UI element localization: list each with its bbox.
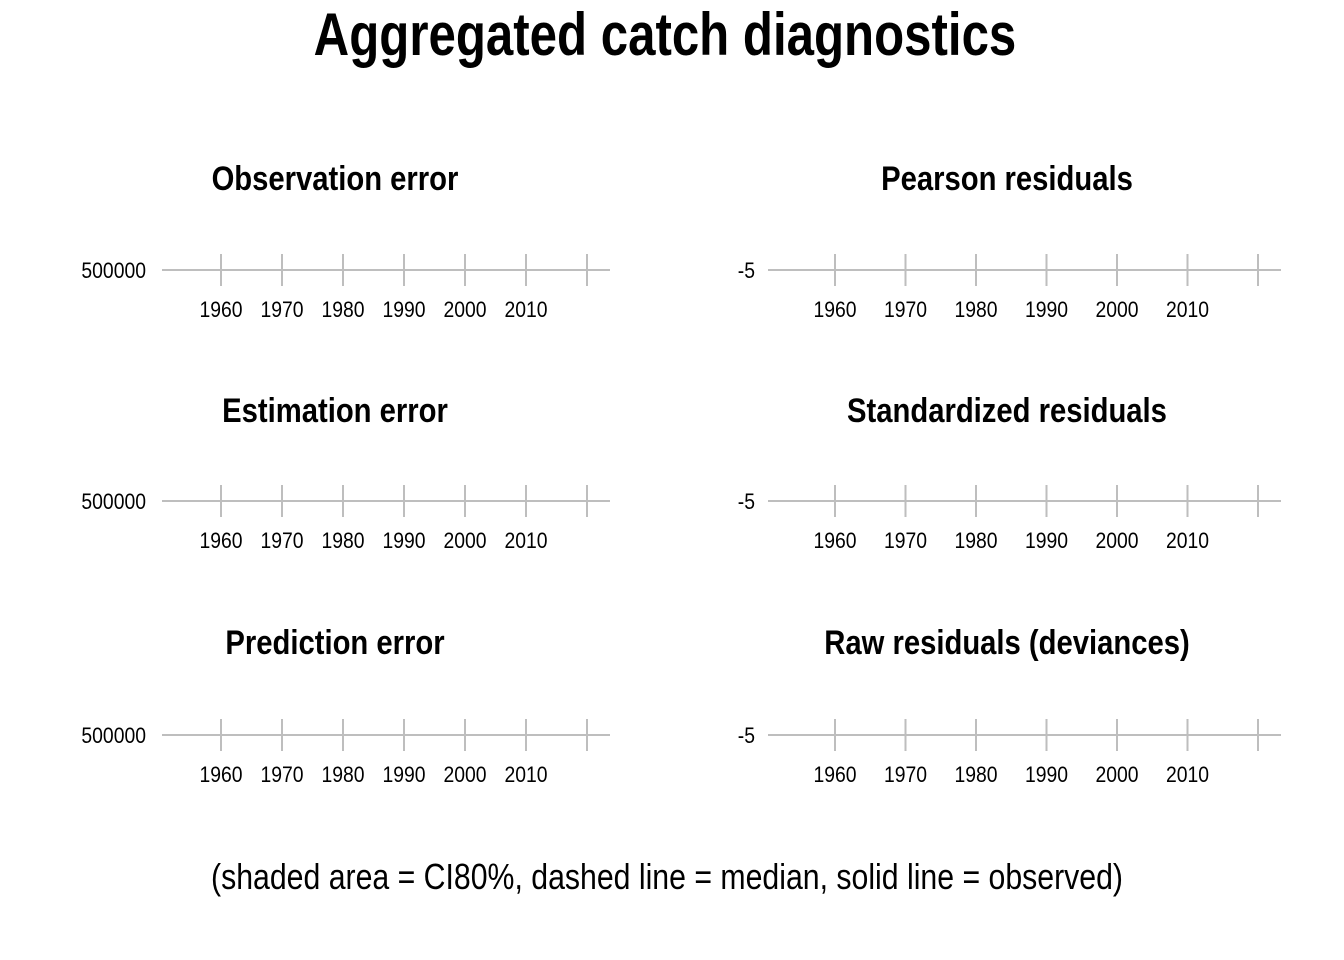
x-tick-label: 1960 bbox=[813, 763, 856, 787]
x-tick-label: 1970 bbox=[884, 763, 927, 787]
x-tick-label: 1990 bbox=[382, 529, 425, 553]
x-tick-label: 1970 bbox=[884, 298, 927, 322]
x-tick-label: 1990 bbox=[382, 763, 425, 787]
x-tick-label: 2000 bbox=[1095, 529, 1138, 553]
x-tick-label: 1990 bbox=[1025, 298, 1068, 322]
x-tick-label: 1960 bbox=[813, 298, 856, 322]
x-tick-label: 1960 bbox=[199, 763, 242, 787]
panel-title: Standardized residuals bbox=[847, 391, 1167, 430]
x-tick-label: 1980 bbox=[954, 529, 997, 553]
x-tick-label: 2010 bbox=[504, 763, 547, 787]
x-tick-label: 2010 bbox=[1166, 763, 1209, 787]
chart-panel: Prediction error 1960 1970 1980 1990 2000 2010… bbox=[81, 623, 610, 787]
chart-panel: Standardized residuals 1960 1970 1980 1990 20… bbox=[738, 391, 1281, 553]
x-tick-label: 1970 bbox=[260, 529, 303, 553]
x-tick-label: 2010 bbox=[504, 298, 547, 322]
chart-panel: Estimation error 1960 1970 1980 1990 2000 2010… bbox=[81, 391, 610, 553]
panel-title: Raw residuals (deviances) bbox=[824, 623, 1189, 662]
page-title: Aggregated catch diagnostics bbox=[313, 1, 1017, 68]
x-tick-label: 1960 bbox=[813, 529, 856, 553]
x-tick-label: 2000 bbox=[1095, 763, 1138, 787]
y-tick-label: -5 bbox=[738, 490, 755, 514]
x-tick-label: 1970 bbox=[884, 529, 927, 553]
panel-title: Estimation error bbox=[222, 391, 448, 430]
x-tick-label: 1990 bbox=[382, 298, 425, 322]
x-tick-label: 1980 bbox=[954, 298, 997, 322]
x-tick-label: 2000 bbox=[443, 298, 486, 322]
panel-title: Observation error bbox=[212, 159, 459, 198]
x-tick-label: 1990 bbox=[1025, 763, 1068, 787]
x-tick-label: 2010 bbox=[1166, 529, 1209, 553]
x-tick-label: 1970 bbox=[260, 298, 303, 322]
x-tick-label: 1980 bbox=[954, 763, 997, 787]
x-tick-label: 2000 bbox=[443, 763, 486, 787]
chart-panel: Observation error 1960 1970 1980 1990 2000 201… bbox=[81, 159, 610, 322]
x-tick-label: 1980 bbox=[321, 298, 364, 322]
x-tick-label: 1970 bbox=[260, 763, 303, 787]
x-tick-label: 2010 bbox=[1166, 298, 1209, 322]
panel-title: Pearson residuals bbox=[881, 159, 1133, 198]
y-tick-label: 500000 bbox=[81, 490, 146, 514]
chart-panel: Raw residuals (deviances) 1960 1970 1980 199… bbox=[738, 623, 1281, 787]
x-tick-label: 1980 bbox=[321, 763, 364, 787]
x-tick-label: 1990 bbox=[1025, 529, 1068, 553]
x-tick-label: 1960 bbox=[199, 298, 242, 322]
figure-caption: (shaded area = CI80%, dashed line = medi… bbox=[211, 856, 1123, 897]
y-tick-label: -5 bbox=[738, 724, 755, 748]
panel-title: Prediction error bbox=[225, 623, 444, 662]
y-tick-label: 500000 bbox=[81, 724, 146, 748]
x-tick-label: 2000 bbox=[443, 529, 486, 553]
y-tick-label: -5 bbox=[738, 259, 755, 283]
y-tick-label: 500000 bbox=[81, 259, 146, 283]
chart-panel: Pearson residuals 1960 1970 1980 1990 2000 201… bbox=[738, 159, 1281, 322]
x-tick-label: 2010 bbox=[504, 529, 547, 553]
x-tick-label: 1960 bbox=[199, 529, 242, 553]
x-tick-label: 2000 bbox=[1095, 298, 1138, 322]
x-tick-label: 1980 bbox=[321, 529, 364, 553]
